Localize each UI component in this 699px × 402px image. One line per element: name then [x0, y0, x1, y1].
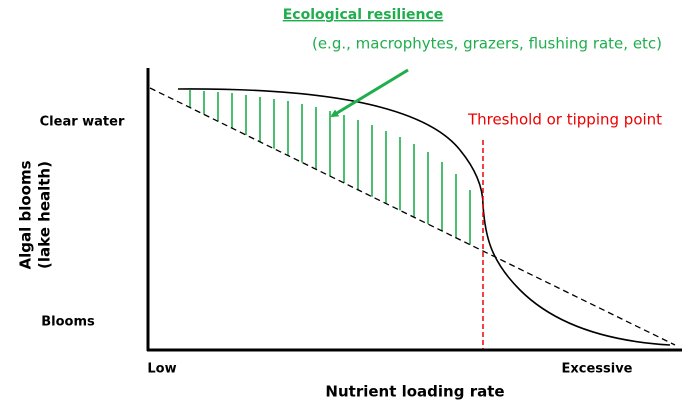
- y-axis-title: Algal blooms (lake health): [17, 160, 54, 269]
- y-axis-title-line2: (lake health): [36, 161, 54, 269]
- x-left-label: Low: [147, 362, 176, 377]
- response-curve: [177, 88, 671, 346]
- annotation-arrow: [330, 68, 409, 118]
- annotation-detail: (e.g., macrophytes, grazers, flushing ra…: [312, 35, 662, 53]
- threshold-label: Threshold or tipping point: [467, 111, 662, 129]
- annotation-title: Ecological resilience: [283, 7, 444, 23]
- y-bottom-label: Blooms: [41, 315, 95, 330]
- resilience-hatching: [189, 90, 471, 245]
- x-right-label: Excessive: [561, 362, 632, 377]
- x-axis-title: Nutrient loading rate: [325, 383, 504, 401]
- y-top-label: Clear water: [40, 115, 125, 130]
- baseline-dashed: [149, 87, 676, 346]
- y-axis-title-line1: Algal blooms: [17, 160, 35, 269]
